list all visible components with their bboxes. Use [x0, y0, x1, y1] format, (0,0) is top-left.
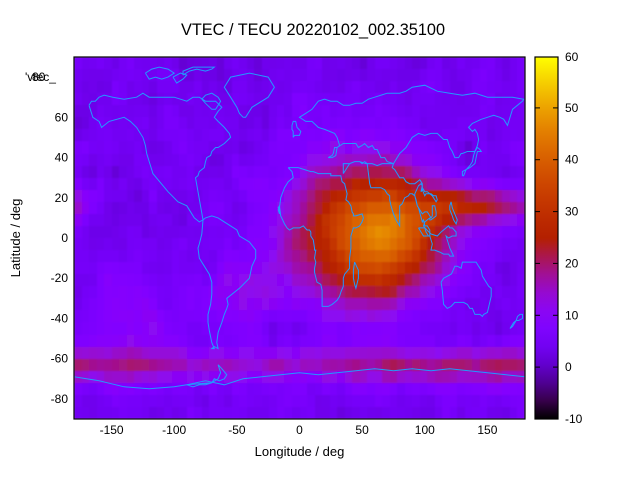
svg-text:0: 0: [296, 423, 303, 437]
svg-text:0: 0: [61, 231, 68, 245]
svg-text:50: 50: [565, 101, 579, 115]
svg-text:-50: -50: [228, 423, 246, 437]
svg-text:30: 30: [565, 205, 579, 219]
svg-text:20: 20: [55, 191, 69, 205]
svg-text:150: 150: [477, 423, 497, 437]
svg-text:60: 60: [565, 50, 579, 64]
svg-text:Latitude / deg: Latitude / deg: [8, 199, 23, 278]
svg-text:50: 50: [355, 423, 369, 437]
svg-text:20: 20: [565, 256, 579, 270]
svg-text:-40: -40: [51, 311, 69, 325]
svg-text:-80: -80: [51, 392, 69, 406]
svg-text:-100: -100: [162, 423, 186, 437]
svg-text:Longitude / deg: Longitude / deg: [255, 444, 345, 459]
svg-text:100: 100: [415, 423, 435, 437]
svg-text:-60: -60: [51, 352, 69, 366]
svg-text:40: 40: [55, 151, 69, 165]
svg-text:-20: -20: [51, 271, 69, 285]
svg-text:40: 40: [565, 153, 579, 167]
svg-text:-10: -10: [565, 412, 583, 426]
svg-text:10: 10: [565, 308, 579, 322]
svg-text:80: 80: [32, 70, 46, 84]
svg-text:0: 0: [565, 360, 572, 374]
svg-text:60: 60: [55, 110, 69, 124]
svg-text:-150: -150: [100, 423, 124, 437]
